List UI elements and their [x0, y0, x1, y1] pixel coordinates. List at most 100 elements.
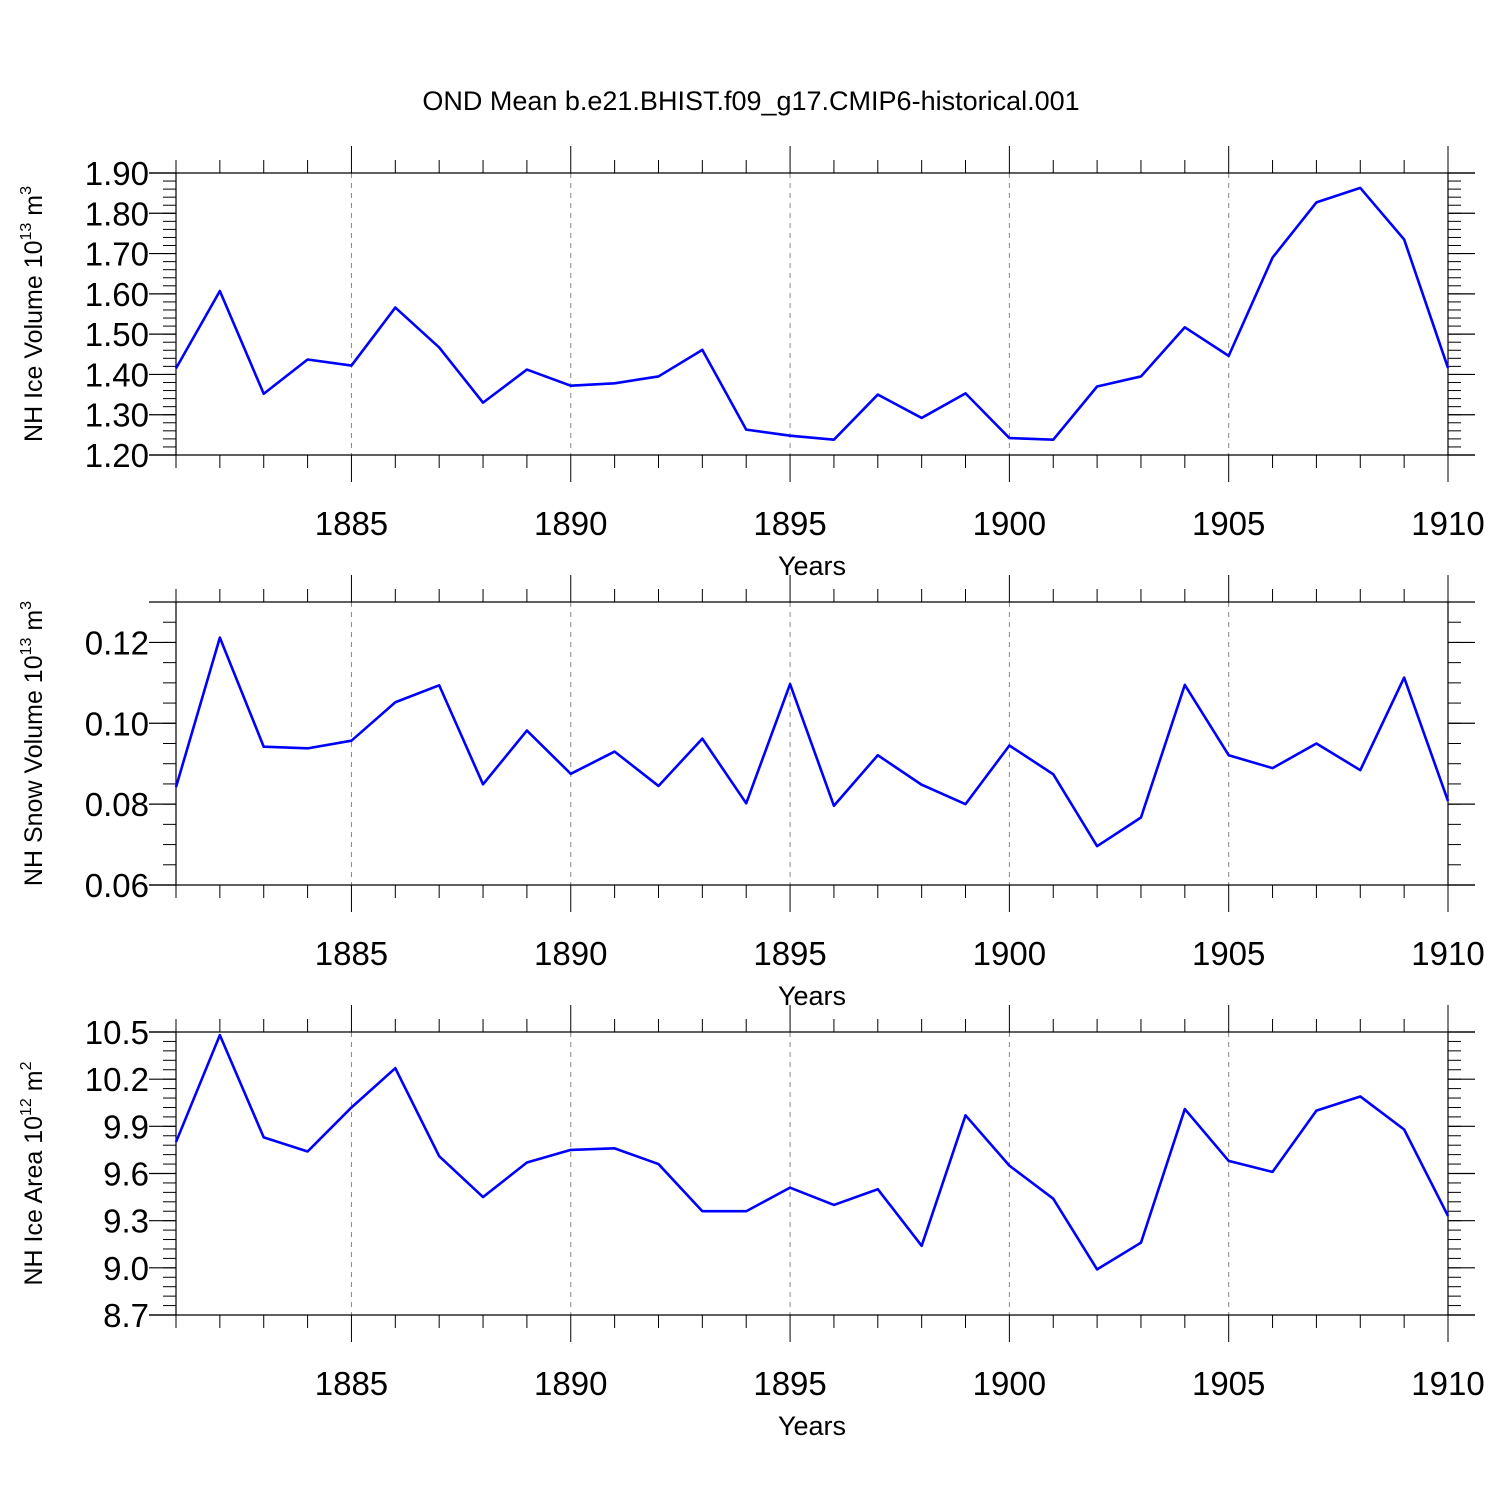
y-axis-title-part: m [20, 1070, 48, 1098]
series-line-nh-ice-volume [174, 186, 1450, 441]
panels: 1.201.30 1.401.501.601.70 1.801.90 1885 1890… [18, 146, 1485, 1441]
x-tick-label: 1885 [315, 935, 388, 972]
data-point [569, 1148, 573, 1152]
data-point [876, 753, 880, 757]
data-point [1358, 186, 1362, 190]
data-point [1227, 753, 1231, 757]
y-tick-label: 1.20 [85, 437, 149, 474]
y-axis-title-part: NH Ice Volume 10 [20, 240, 48, 442]
y-axis-title-part: 3 [18, 601, 35, 610]
x-tick-label: 1900 [973, 935, 1046, 972]
data-point [613, 1146, 617, 1150]
x-tick-label: 1885 [315, 505, 388, 542]
y-tick-label: 1.70 [85, 236, 149, 273]
data-point [1095, 1267, 1099, 1271]
data-point [1271, 766, 1275, 770]
y-axis-title: NH Ice Area 1012 m2 [18, 1061, 48, 1285]
series-line-nh-snow-volume [174, 636, 1450, 848]
data-point [656, 784, 660, 788]
data-point [1051, 772, 1055, 776]
data-point [1095, 844, 1099, 848]
series-line-nh-ice-area [174, 1033, 1450, 1271]
y-tick-label: 9.6 [103, 1156, 149, 1193]
y-tick-label: 9.9 [103, 1108, 149, 1145]
y-tick-label: 10.5 [85, 1014, 149, 1051]
y-tick-label: 1.60 [85, 276, 149, 313]
data-point [1051, 1197, 1055, 1201]
data-point [700, 1209, 704, 1213]
y-tick-label: 1.40 [85, 356, 149, 393]
data-point [218, 1033, 222, 1037]
data-point [613, 750, 617, 754]
data-point [964, 391, 968, 395]
data-point [1139, 1241, 1143, 1245]
data-point [788, 682, 792, 686]
y-axis-title-part: 3 [18, 186, 35, 195]
data-point [1358, 768, 1362, 772]
data-point [1139, 815, 1143, 819]
x-axis-title: Years [778, 1411, 846, 1441]
data-point [920, 416, 924, 420]
x-tick-label: 1890 [534, 505, 607, 542]
data-point [569, 772, 573, 776]
data-point [1183, 325, 1187, 329]
data-point [876, 393, 880, 397]
y-tick-label: 1.90 [85, 155, 149, 192]
data-point [525, 1160, 529, 1164]
data-point [1402, 676, 1406, 680]
data-point [525, 368, 529, 372]
data-point [525, 729, 529, 733]
x-tick-label: 1905 [1192, 1365, 1265, 1402]
data-point [964, 1113, 968, 1117]
x-axis-title: Years [778, 551, 846, 581]
data-point [1271, 1170, 1275, 1174]
data-point [1051, 438, 1055, 442]
data-point [569, 384, 573, 388]
figure-title: OND Mean b.e21.BHIST.f09_g17.CMIP6-histo… [422, 86, 1079, 116]
data-point [964, 802, 968, 806]
y-axis-title-part: 12 [18, 1098, 35, 1116]
x-tick-label: 1905 [1192, 935, 1265, 972]
x-tick-label: 1890 [534, 935, 607, 972]
y-axis-title: NH Snow Volume 1013 m3 [18, 601, 48, 886]
data-point [1358, 1094, 1362, 1098]
data-point [744, 1209, 748, 1213]
data-point [1314, 1109, 1318, 1113]
y-axis-title-part: m [20, 195, 48, 223]
data-point [832, 1203, 836, 1207]
data-point [1402, 1127, 1406, 1131]
data-point [306, 1149, 310, 1153]
x-tick-label: 1895 [753, 1365, 826, 1402]
data-point [920, 1244, 924, 1248]
y-tick-label: 1.30 [85, 397, 149, 434]
y-tick-label: 0.06 [85, 867, 149, 904]
data-point [306, 746, 310, 750]
data-point [920, 783, 924, 787]
y-tick-label: 10.2 [85, 1061, 149, 1098]
data-point [744, 428, 748, 432]
data-point [700, 737, 704, 741]
data-point [349, 739, 353, 743]
x-tick-label: 1900 [973, 505, 1046, 542]
y-tick-label: 9.3 [103, 1203, 149, 1240]
data-point [1446, 799, 1450, 803]
data-point [481, 782, 485, 786]
data-point [174, 785, 178, 789]
panel-3: 8.7 9.0 9.3 9.6 9.9 10.2 10.5 1885 1890 1895 1900 1… [18, 1005, 1485, 1441]
x-tick-label: 1895 [753, 935, 826, 972]
y-axis-title-part: 13 [18, 638, 35, 656]
data-point [218, 636, 222, 640]
data-point [1314, 200, 1318, 204]
data-point [1007, 1164, 1011, 1168]
data-point [262, 1135, 266, 1139]
y-axis-title-part: NH Snow Volume 10 [20, 655, 48, 886]
y-tick-label: 9.0 [103, 1250, 149, 1287]
data-point [1139, 374, 1143, 378]
data-point [744, 801, 748, 805]
data-point [218, 289, 222, 293]
y-axis-title-part: NH Ice Area 10 [20, 1116, 48, 1286]
data-point [437, 1154, 441, 1158]
data-point [832, 438, 836, 442]
data-point [349, 364, 353, 368]
